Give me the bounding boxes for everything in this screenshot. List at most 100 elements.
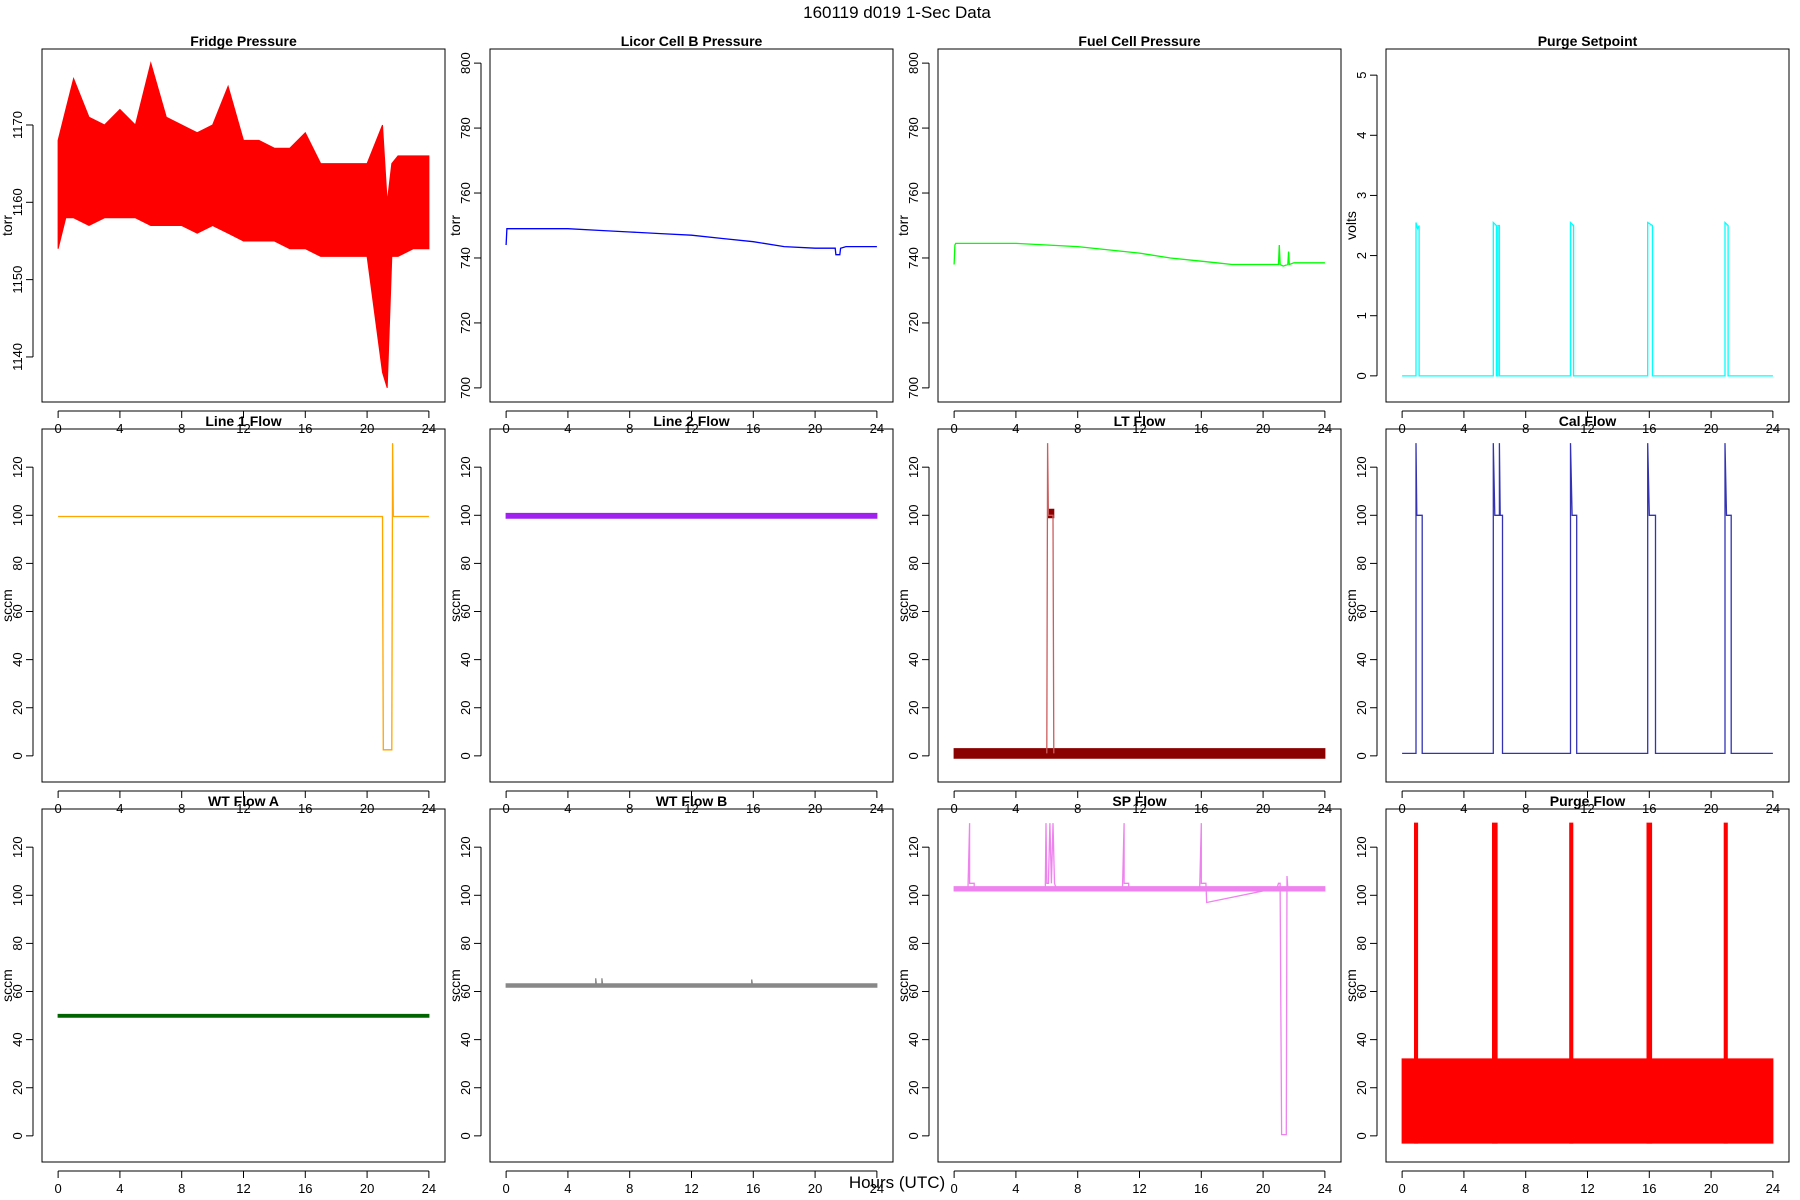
plot-frame [41, 428, 446, 783]
y-tick-label: 740 [906, 247, 921, 269]
y-tick-label: 20 [10, 701, 25, 715]
y-tick-label: 80 [1354, 936, 1369, 950]
panel-title: Purge Flow [1550, 793, 1626, 809]
x-tick-label: 4 [564, 1181, 571, 1196]
y-tick-label: 720 [458, 312, 473, 334]
y-axis-label: sccm [447, 589, 463, 622]
y-tick-label: 760 [458, 182, 473, 204]
series-line [505, 228, 877, 256]
series-line [58, 443, 429, 751]
plot-frame [1385, 48, 1790, 403]
y-tick-label: 0 [458, 752, 473, 759]
y-axis-label: sccm [1343, 969, 1359, 1002]
y-tick-label: 120 [1354, 836, 1369, 858]
x-tick-label: 4 [1460, 1181, 1467, 1196]
y-tick-label: 80 [906, 556, 921, 570]
series-band [1401, 1058, 1774, 1144]
panel-title: Purge Setpoint [1538, 33, 1638, 49]
panel-title: Fuel Cell Pressure [1078, 33, 1200, 49]
x-tick-label: 4 [1012, 1181, 1019, 1196]
plot-frame [937, 428, 1342, 783]
y-tick-label: 80 [906, 936, 921, 950]
y-axis-label: torr [895, 215, 911, 236]
plot-frame [41, 808, 446, 1163]
y-tick-label: 80 [10, 556, 25, 570]
series-band [1646, 822, 1653, 1144]
y-tick-label: 20 [10, 1081, 25, 1095]
series-group [57, 1013, 430, 1018]
y-axis-label: sccm [0, 589, 15, 622]
series-group [953, 242, 1325, 267]
series-band [1414, 822, 1419, 1144]
y-tick-label: 120 [10, 836, 25, 858]
panel-title: Line 1 Flow [205, 413, 281, 429]
series-line [967, 823, 1289, 1136]
plot-frame [937, 48, 1342, 403]
y-tick-label: 1170 [10, 111, 25, 139]
x-tick-label: 8 [626, 1181, 633, 1196]
series-band [953, 748, 1326, 759]
series-line [1402, 220, 1773, 377]
x-tick-label: 8 [1074, 1181, 1081, 1196]
y-tick-label: 760 [906, 182, 921, 204]
plot-frame [489, 428, 894, 783]
y-tick-label: 60 [458, 604, 473, 618]
y-tick-label: 700 [458, 377, 473, 399]
series-group [505, 228, 877, 256]
y-tick-label: 1160 [10, 188, 25, 216]
y-tick-label: 800 [458, 52, 473, 74]
x-tick-label: 16 [1642, 1181, 1656, 1196]
y-tick-label: 60 [906, 604, 921, 618]
series-band [953, 886, 1326, 892]
plot-frame [1385, 808, 1790, 1163]
plot-frame [937, 808, 1342, 1163]
chart-panel: 0 4 8 12 16 20 24 0 20 40 60 80 100 120 sccm SP Flow [895, 793, 1342, 1196]
y-tick-label: 100 [1354, 504, 1369, 526]
y-tick-label: 100 [906, 884, 921, 906]
y-tick-label: 780 [458, 117, 473, 139]
x-tick-label: 4 [116, 1181, 123, 1196]
x-tick-label: 16 [298, 1181, 312, 1196]
y-axis-label: sccm [447, 969, 463, 1002]
series-band [1723, 822, 1728, 1144]
y-tick-label: 60 [458, 984, 473, 998]
plot-frame [1385, 428, 1790, 783]
series-group [58, 443, 429, 751]
x-tick-label: 0 [55, 1181, 62, 1196]
y-tick-label: 4 [1354, 132, 1369, 139]
y-tick-label: 0 [458, 1132, 473, 1139]
y-tick-label: 80 [10, 936, 25, 950]
y-tick-label: 60 [10, 984, 25, 998]
y-tick-label: 80 [458, 556, 473, 570]
y-tick-label: 80 [458, 936, 473, 950]
x-tick-label: 24 [870, 1181, 884, 1196]
y-tick-label: 1140 [10, 343, 25, 371]
y-tick-label: 780 [906, 117, 921, 139]
x-tick-label: 12 [236, 1181, 250, 1196]
x-tick-label: 16 [1194, 1181, 1208, 1196]
y-tick-label: 120 [10, 456, 25, 478]
x-tick-label: 20 [808, 1181, 822, 1196]
y-axis-label: volts [1343, 211, 1359, 240]
panel-title: Licor Cell B Pressure [621, 33, 763, 49]
x-tick-label: 24 [422, 1181, 436, 1196]
x-tick-label: 20 [360, 1181, 374, 1196]
x-tick-label: 0 [951, 1181, 958, 1196]
y-tick-label: 20 [1354, 701, 1369, 715]
y-axis-label: torr [447, 215, 463, 236]
chart-panel: 0 4 8 12 16 20 24 0 20 40 60 80 100 120 sccm WT Flow B [447, 793, 894, 1196]
x-tick-label: 16 [746, 1181, 760, 1196]
y-tick-label: 120 [906, 836, 921, 858]
series-group [1402, 220, 1773, 377]
panel-title: WT Flow B [656, 793, 728, 809]
y-tick-label: 720 [906, 312, 921, 334]
series-band [57, 1013, 430, 1018]
panel-title: WT Flow A [208, 793, 279, 809]
series-band [1492, 822, 1498, 1144]
y-tick-label: 3 [1354, 192, 1369, 199]
y-tick-label: 0 [10, 1132, 25, 1139]
